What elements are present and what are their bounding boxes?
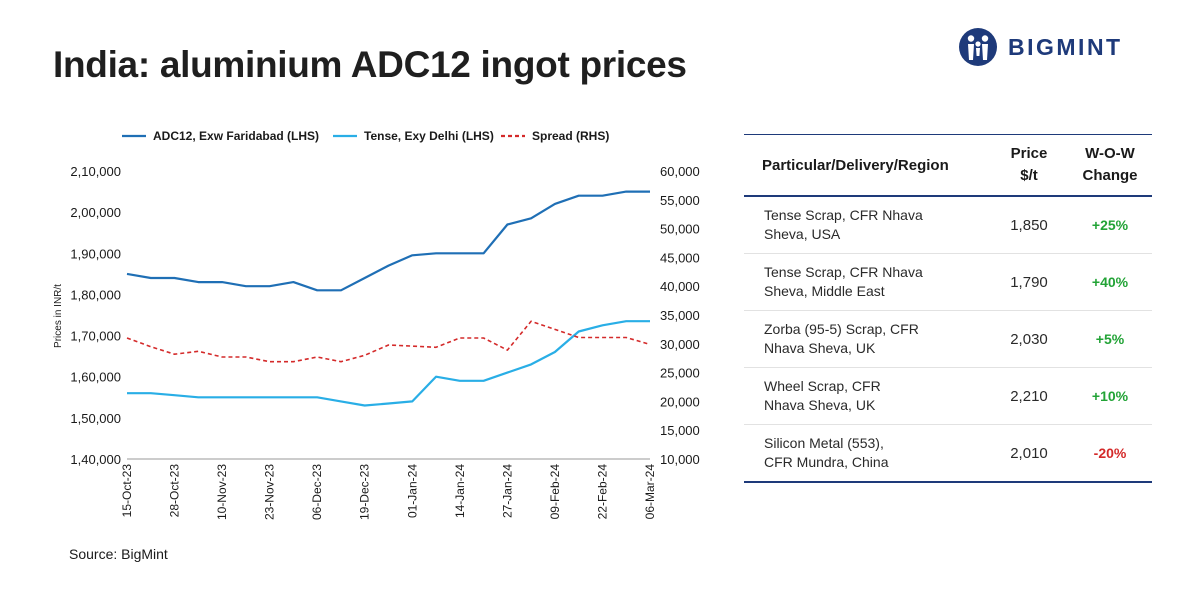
y-right-tick-label: 50,000	[660, 222, 700, 237]
row-particular-line2: Sheva, USA	[764, 226, 841, 242]
x-tick-label: 15-Oct-23	[120, 464, 134, 518]
row-particular: Silicon Metal (553), CFR Mundra, China	[744, 425, 990, 483]
bigmint-logo-icon	[959, 28, 997, 66]
header-price-line2: $/t	[1020, 167, 1038, 184]
row-price: 2,010	[1010, 444, 1048, 462]
brand-logo: BIGMINT	[958, 26, 1123, 68]
series-line	[126, 190, 650, 292]
row-particular-line1: Tense Scrap, CFR Nhava	[764, 207, 923, 223]
y-right-tick-label: 35,000	[660, 308, 700, 323]
y-left-tick-label: 2,10,000	[70, 164, 121, 179]
x-tick-label: 06-Dec-23	[310, 464, 324, 520]
series-line	[126, 320, 651, 363]
y-left-tick-label: 1,60,000	[70, 370, 121, 385]
row-particular-line2: Nhava Sheva, UK	[764, 340, 876, 356]
row-particular: Tense Scrap, CFR Nhava Sheva, Middle Eas…	[744, 254, 990, 311]
row-price: 1,790	[1010, 273, 1048, 291]
y-right-tick-label: 60,000	[660, 164, 700, 179]
y-left-tick-label: 1,50,000	[70, 411, 121, 426]
y-left-tick-label: 1,70,000	[70, 329, 121, 344]
y-right-tick-label: 10,000	[660, 452, 700, 467]
y-right-tick-label: 40,000	[660, 279, 700, 294]
row-change: +40%	[1091, 274, 1129, 290]
y-left-tick-label: 1,90,000	[70, 246, 121, 261]
table-row: Zorba (95-5) Scrap, CFR Nhava Sheva, UK …	[744, 311, 1152, 368]
price-line-chart: ADC12, Exw Faridabad (LHS) Tense, Exy Del…	[53, 129, 700, 520]
y-right-tick-label: 55,000	[660, 193, 700, 208]
row-particular-line1: Wheel Scrap, CFR	[764, 378, 881, 394]
y-right-tick-label: 15,000	[660, 423, 700, 438]
header-price-line1: Price	[1010, 145, 1048, 162]
price-table: Particular/Delivery/Region Price $/t W-O…	[744, 134, 1152, 483]
header-particular: Particular/Delivery/Region	[762, 156, 949, 174]
table-row: Wheel Scrap, CFR Nhava Sheva, UK 2,210 +…	[744, 368, 1152, 425]
x-tick-label: 28-Oct-23	[168, 464, 182, 518]
row-change: +25%	[1091, 217, 1129, 233]
row-particular-line2: Nhava Sheva, UK	[764, 397, 876, 413]
row-particular-line2: CFR Mundra, China	[764, 454, 889, 470]
x-tick-label: 23-Nov-23	[263, 464, 277, 520]
page-title: India: aluminium ADC12 ingot prices	[53, 44, 687, 85]
brand-name: BIGMINT	[1008, 33, 1123, 60]
row-particular-line1: Tense Scrap, CFR Nhava	[764, 264, 923, 280]
row-particular: Wheel Scrap, CFR Nhava Sheva, UK	[744, 368, 990, 425]
y-left-tick-label: 2,00,000	[70, 205, 121, 220]
row-particular-line1: Silicon Metal (553),	[764, 435, 884, 451]
row-price: 2,210	[1010, 387, 1048, 405]
header-change-line1: W-O-W	[1085, 145, 1135, 162]
x-tick-label: 22-Feb-24	[595, 464, 609, 520]
y-left-tick-label: 1,40,000	[70, 452, 121, 467]
row-price: 1,850	[1010, 216, 1048, 234]
x-tick-label: 19-Dec-23	[358, 464, 372, 520]
row-particular-line1: Zorba (95-5) Scrap, CFR	[764, 321, 919, 337]
series-line	[127, 320, 650, 407]
y-right-tick-label: 30,000	[660, 337, 700, 352]
header-price: Price $/t	[990, 135, 1068, 197]
x-tick-label: 06-Mar-24	[643, 464, 657, 520]
x-tick-label: 14-Jan-24	[453, 464, 467, 518]
row-price: 2,030	[1010, 330, 1048, 348]
y-right-tick-label: 45,000	[660, 250, 700, 265]
legend-label: Spread (RHS)	[532, 129, 609, 143]
y-left-axis-title: Prices in INR/t	[53, 284, 64, 348]
row-change: -20%	[1093, 445, 1127, 461]
legend-label: ADC12, Exw Faridabad (LHS)	[153, 129, 319, 143]
row-particular: Tense Scrap, CFR Nhava Sheva, USA	[744, 196, 990, 254]
table-row: Tense Scrap, CFR Nhava Sheva, Middle Eas…	[744, 254, 1152, 311]
row-change: +10%	[1091, 388, 1129, 404]
row-particular: Zorba (95-5) Scrap, CFR Nhava Sheva, UK	[744, 311, 990, 368]
y-right-tick-label: 20,000	[660, 394, 700, 409]
header-change: W-O-W Change	[1068, 135, 1152, 197]
x-tick-label: 10-Nov-23	[215, 464, 229, 520]
y-right-tick-label: 25,000	[660, 366, 700, 381]
price-table-panel: Particular/Delivery/Region Price $/t W-O…	[744, 134, 1152, 483]
row-change: +5%	[1095, 331, 1125, 347]
x-tick-label: 09-Feb-24	[548, 464, 562, 520]
source-note: Source: BigMint	[69, 546, 168, 562]
legend-label: Tense, Exy Delhi (LHS)	[364, 129, 494, 143]
table-row: Tense Scrap, CFR Nhava Sheva, USA 1,850 …	[744, 196, 1152, 254]
header-change-line2: Change	[1082, 167, 1138, 184]
x-tick-label: 01-Jan-24	[405, 464, 419, 518]
y-left-tick-label: 1,80,000	[70, 287, 121, 302]
table-header-row: Particular/Delivery/Region Price $/t W-O…	[744, 134, 1152, 197]
row-particular-line2: Sheva, Middle East	[764, 283, 885, 299]
x-tick-label: 27-Jan-24	[500, 464, 514, 518]
table-row: Silicon Metal (553), CFR Mundra, China 2…	[744, 425, 1152, 483]
